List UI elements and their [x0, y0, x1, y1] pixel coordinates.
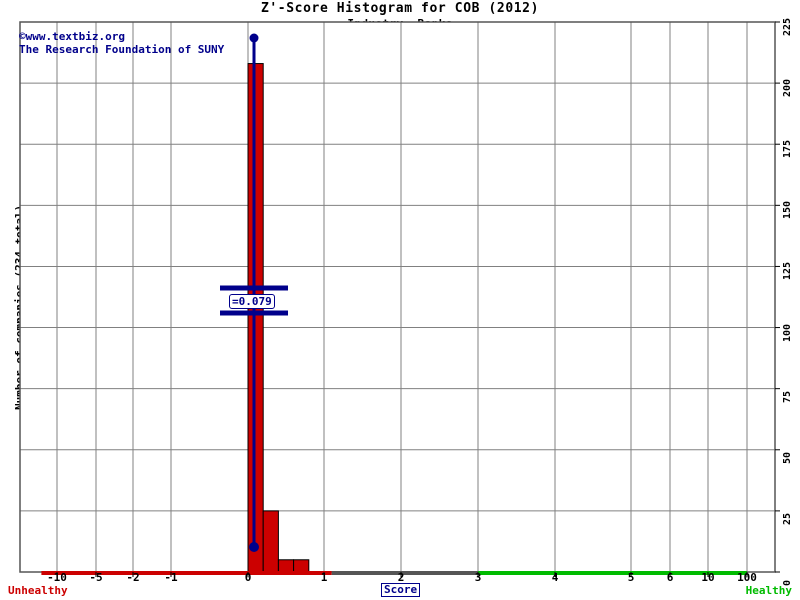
x-tick-label: 6 — [666, 571, 674, 584]
x-tick-label: 0 — [244, 571, 252, 584]
y-tick-label: 200 — [782, 79, 793, 98]
x-tick-label: 5 — [627, 571, 635, 584]
marker-dot-bottom — [249, 542, 260, 552]
y-tick-label: 225 — [782, 17, 793, 36]
copyright-notice: ©www.textbiz.org The Research Foundation… — [19, 30, 224, 56]
x-tick-label: 2 — [397, 571, 405, 584]
y-tick-label: 100 — [782, 323, 793, 342]
zone-label-unhealthy: Unhealthy — [8, 584, 68, 597]
x-tick-label: 10 — [701, 571, 715, 584]
plot-background — [20, 22, 775, 572]
x-tick-label: 4 — [551, 571, 559, 584]
marker-value-label: =0.079 — [229, 294, 275, 309]
x-tick-label: -10 — [47, 571, 67, 584]
y-tick-label: 75 — [782, 390, 793, 403]
x-tick-label: 3 — [474, 571, 482, 584]
chart-title: Z'-Score Histogram for COB (2012) — [260, 1, 540, 16]
y-tick-label: 175 — [782, 140, 793, 159]
y-tick-label: 150 — [782, 201, 793, 220]
copyright-line-2: The Research Foundation of SUNY — [19, 43, 225, 56]
histogram-bar — [277, 559, 295, 573]
x-axis-label: Score — [381, 583, 421, 597]
x-tick-label: 1 — [320, 571, 328, 584]
marker-dot-top — [249, 33, 259, 43]
y-tick-label: 25 — [782, 512, 793, 525]
x-tick-label: -1 — [164, 571, 178, 584]
x-tick-label: 100 — [737, 571, 757, 584]
y-tick-label: 125 — [782, 262, 793, 281]
histogram-bar — [247, 63, 264, 573]
x-tick-label: -5 — [89, 571, 103, 584]
histogram-bar — [262, 510, 279, 573]
copyright-line-1: ©www.textbiz.org — [19, 30, 125, 43]
y-tick-label: 50 — [782, 451, 793, 464]
x-tick-label: -2 — [126, 571, 140, 584]
zone-label-healthy: Healthy — [745, 584, 792, 597]
